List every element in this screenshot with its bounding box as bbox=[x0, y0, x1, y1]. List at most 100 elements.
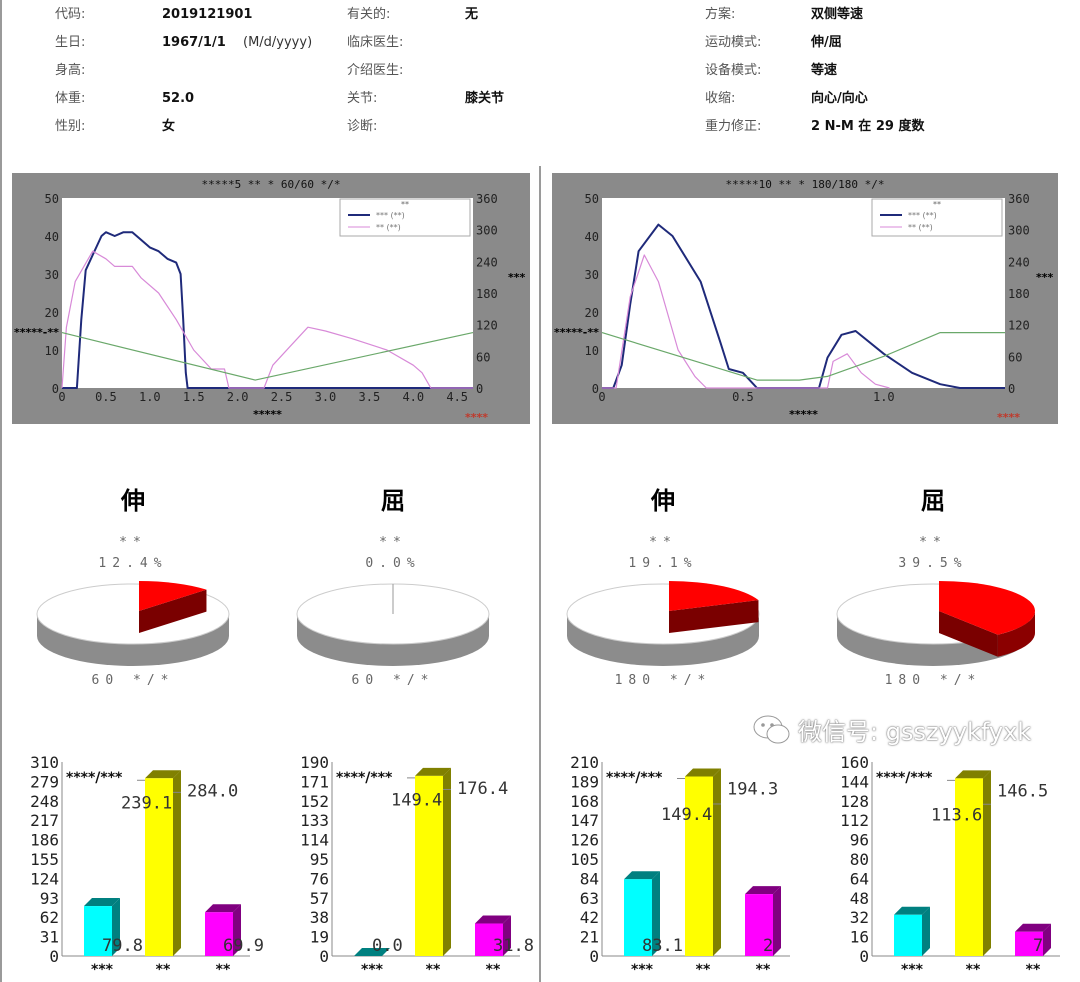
bar-top bbox=[354, 948, 390, 956]
pie-label: ** bbox=[919, 535, 947, 550]
y-tick-label: 95 bbox=[310, 850, 329, 869]
secondary-series-line bbox=[61, 250, 473, 389]
y-tick-label: 40 bbox=[585, 230, 599, 244]
pie-slice-side bbox=[669, 600, 759, 633]
max-value-label: 194.3 bbox=[727, 780, 778, 800]
field-value: 无 bbox=[465, 7, 479, 22]
field-value: 向心/向心 bbox=[811, 91, 868, 106]
y2-tick-label: 180 bbox=[476, 287, 498, 301]
y-tick-label: 57 bbox=[310, 889, 329, 908]
bar-side bbox=[173, 770, 181, 956]
y2-tick-label: 120 bbox=[1008, 319, 1030, 333]
y-tick-label: 16 bbox=[850, 928, 869, 947]
y2-tick-label: 0 bbox=[1008, 382, 1015, 396]
bar-value-label: 69.9 bbox=[223, 936, 264, 956]
pie-slice-side bbox=[939, 611, 998, 657]
field-value: 膝关节 bbox=[465, 91, 505, 106]
y2-tick-label: 60 bbox=[476, 350, 490, 364]
bar-value-label: 31.8 bbox=[493, 936, 534, 956]
y2-tick-label: 180 bbox=[1008, 287, 1030, 301]
x-category-label: *** bbox=[901, 962, 924, 978]
y-tick-label: 31 bbox=[40, 928, 59, 947]
x-category-label: *** bbox=[91, 962, 114, 978]
bar-value-label: 79.8 bbox=[102, 936, 143, 956]
bar-top bbox=[415, 767, 451, 776]
x-tick-label: 1.0 bbox=[139, 390, 161, 404]
bar-side bbox=[503, 915, 511, 956]
field-label: 临床医生: bbox=[347, 35, 404, 50]
y-axis-label: ****/*** bbox=[606, 770, 663, 786]
y-axis-label-left: *****-** bbox=[554, 326, 599, 339]
pie-chart-svg bbox=[296, 583, 490, 666]
y-tick-label: 279 bbox=[30, 772, 59, 791]
y-tick-label: 126 bbox=[570, 831, 599, 850]
pie-percent-label: 39.5% bbox=[898, 556, 968, 571]
y-tick-label: 40 bbox=[45, 230, 59, 244]
y-tick-label: 210 bbox=[570, 753, 599, 772]
bar-top bbox=[145, 770, 181, 779]
max-value-label: 146.5 bbox=[997, 781, 1048, 801]
y-tick-label: 160 bbox=[840, 753, 869, 772]
y-tick-label: 63 bbox=[580, 889, 599, 908]
line-chart-svg: *****5 ** * 60/60 */* 0 10 20 30 40 50 0 60 120 18… bbox=[14, 178, 526, 424]
chart-title: *****5 ** * 60/60 */* bbox=[201, 178, 340, 191]
pie-slice bbox=[939, 581, 1035, 635]
x-category-label: ** bbox=[426, 962, 441, 978]
bar-side bbox=[713, 768, 721, 956]
x-tick-label: 0 bbox=[598, 390, 605, 404]
y-tick-label: 114 bbox=[300, 831, 329, 850]
bar-side bbox=[1043, 923, 1051, 956]
y2-tick-label: 240 bbox=[476, 255, 498, 269]
y-axis-label: ****/*** bbox=[66, 770, 123, 786]
bar bbox=[685, 776, 713, 956]
x-category-label: ** bbox=[486, 962, 501, 978]
y-tick-label: 64 bbox=[850, 869, 869, 888]
field-label: 介绍医生: bbox=[347, 63, 404, 78]
x-tick-label: 2.0 bbox=[227, 390, 249, 404]
x-tick-label: 2.5 bbox=[271, 390, 293, 404]
bar-top bbox=[894, 906, 930, 915]
field-label: 重力修正: bbox=[705, 119, 762, 134]
x-category-label: *** bbox=[631, 962, 654, 978]
bar-side bbox=[233, 904, 241, 956]
field-value: 2019121901 bbox=[162, 7, 253, 22]
y2-tick-label: 300 bbox=[1008, 224, 1030, 238]
pie-title: 屈 bbox=[381, 486, 405, 515]
pie-title: 伸 bbox=[121, 486, 145, 515]
field-label: 有关的: bbox=[347, 7, 391, 22]
bar-top bbox=[745, 886, 781, 895]
y-tick-label: 30 bbox=[585, 268, 599, 282]
average-value-label: 149.4 bbox=[391, 790, 442, 810]
torque-curve-chart-60: *****5 ** * 60/60 */* 0 10 20 30 40 50 0 60 120 18… bbox=[12, 173, 530, 424]
pie-slice bbox=[669, 581, 759, 611]
bar bbox=[1015, 931, 1043, 956]
x-category-label: *** bbox=[361, 962, 384, 978]
y-tick-label: 217 bbox=[30, 811, 59, 830]
pie-chart-svg bbox=[836, 581, 1035, 666]
pie-footer-label: 60 */* bbox=[351, 673, 435, 688]
bar bbox=[415, 775, 443, 956]
y2-tick-label: 60 bbox=[1008, 350, 1022, 364]
torque-curve-chart-180: *****10 ** * 180/180 */* 0 10 20 30 40 50 0 60 12… bbox=[552, 173, 1058, 424]
x-tick-label: 0.5 bbox=[732, 390, 754, 404]
y-tick-label: 80 bbox=[850, 850, 869, 869]
legend-title: ** bbox=[401, 200, 409, 209]
y-tick-label: 190 bbox=[300, 753, 329, 772]
legend-label: *** (**) bbox=[376, 211, 405, 220]
y-tick-label: 38 bbox=[310, 908, 329, 927]
watermark: 微信号: gsszyykfyxk bbox=[752, 712, 1031, 747]
y-tick-label: 50 bbox=[585, 192, 599, 206]
x-tick-label: 4.0 bbox=[402, 390, 424, 404]
pie-footer-label: 180 */* bbox=[884, 673, 982, 688]
legend-box bbox=[339, 198, 471, 237]
pie-percent-label: 0.0% bbox=[365, 556, 421, 571]
x-axis-label: ***** bbox=[789, 408, 818, 421]
legend-title: ** bbox=[933, 200, 941, 209]
y-axis-label-right: *** bbox=[508, 271, 526, 284]
y2-tick-label: 120 bbox=[476, 319, 498, 333]
max-value-label: 176.4 bbox=[457, 779, 508, 799]
y-tick-label: 186 bbox=[30, 831, 59, 850]
pie-percent-label: 19.1% bbox=[628, 556, 698, 571]
